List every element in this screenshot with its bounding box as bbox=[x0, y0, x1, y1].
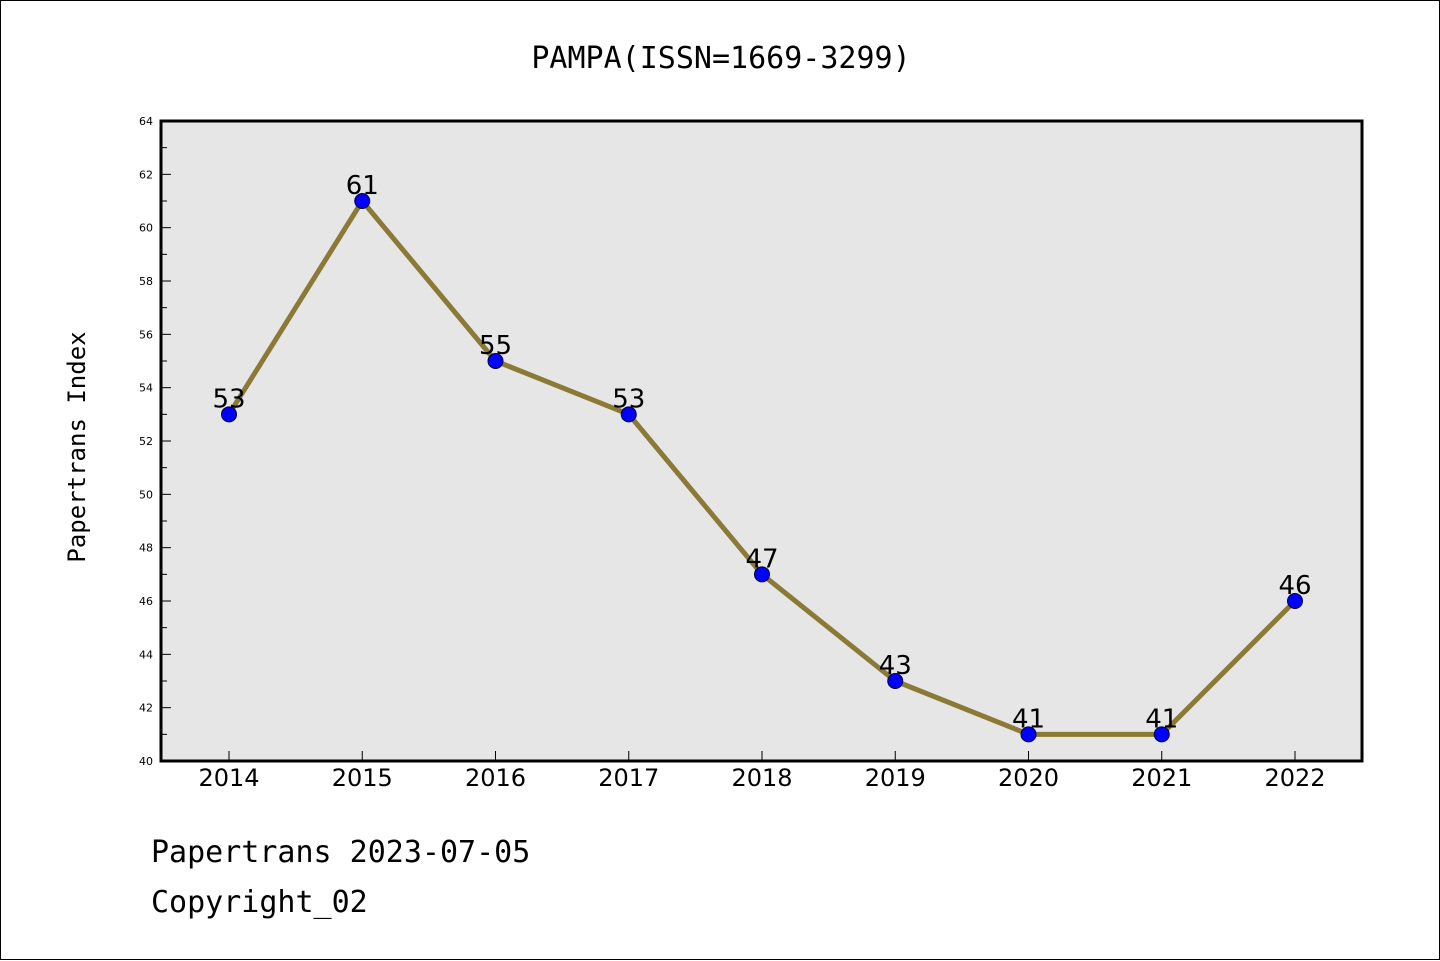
data-label: 53 bbox=[212, 384, 245, 414]
footer-copyright: Copyright_02 bbox=[151, 885, 368, 920]
x-axis-ticks: 2014 2015 2016 2017 2018 2019 2020 2021 2022 bbox=[198, 751, 1326, 792]
data-label: 46 bbox=[1278, 571, 1311, 601]
data-label: 43 bbox=[879, 651, 912, 681]
data-point bbox=[1287, 593, 1303, 609]
x-tick-label: 2017 bbox=[598, 764, 659, 792]
x-tick-label: 2022 bbox=[1264, 764, 1325, 792]
data-point bbox=[221, 406, 237, 423]
plot-area bbox=[161, 121, 1362, 761]
y-tick-label: 54 bbox=[139, 382, 153, 395]
plot-border bbox=[159, 119, 1364, 763]
y-tick-label: 60 bbox=[139, 222, 153, 235]
y-axis-label: Papertrans Index bbox=[63, 331, 91, 562]
data-point bbox=[1020, 726, 1037, 743]
series-layer bbox=[221, 193, 1303, 743]
data-labels: 53 61 55 53 47 43 41 41 46 bbox=[212, 171, 1311, 734]
data-point bbox=[487, 353, 504, 369]
chart-title: PAMPA(ISSN=1669-3299) bbox=[531, 41, 910, 76]
data-label: 55 bbox=[479, 331, 512, 361]
y-tick-label: 64 bbox=[139, 115, 153, 128]
data-label: 41 bbox=[1012, 704, 1045, 734]
x-tick-label: 2021 bbox=[1131, 764, 1192, 792]
y-tick-label: 56 bbox=[139, 328, 153, 341]
y-tick-label: 42 bbox=[139, 702, 153, 715]
y-tick-label: 62 bbox=[139, 168, 153, 181]
y-tick-label: 50 bbox=[139, 488, 153, 501]
y-axis-ticks: 40 42 44 46 48 50 52 54 56 58 60 62 64 bbox=[139, 115, 171, 768]
y-tick-label: 48 bbox=[139, 542, 153, 555]
x-tick-label: 2016 bbox=[465, 764, 526, 792]
data-label: 53 bbox=[612, 384, 645, 414]
x-tick-label: 2018 bbox=[731, 764, 792, 792]
x-tick-label: 2014 bbox=[198, 764, 259, 792]
data-point bbox=[754, 566, 770, 583]
footer-source-date: Papertrans 2023-07-05 bbox=[151, 835, 531, 870]
x-tick-label: 2015 bbox=[332, 764, 393, 792]
data-point bbox=[887, 673, 904, 689]
data-label: 41 bbox=[1145, 704, 1178, 734]
x-tick-label: 2019 bbox=[865, 764, 926, 792]
data-label: 47 bbox=[745, 544, 778, 574]
y-tick-label: 52 bbox=[139, 435, 153, 448]
data-point bbox=[354, 193, 371, 209]
y-tick-label: 40 bbox=[139, 755, 153, 768]
x-tick-label: 2020 bbox=[998, 764, 1059, 792]
data-point bbox=[1153, 726, 1170, 743]
data-label: 61 bbox=[346, 171, 379, 201]
data-point bbox=[620, 406, 637, 423]
y-tick-label: 44 bbox=[139, 648, 153, 661]
y-tick-label: 58 bbox=[139, 275, 153, 288]
y-tick-label: 46 bbox=[139, 595, 153, 608]
